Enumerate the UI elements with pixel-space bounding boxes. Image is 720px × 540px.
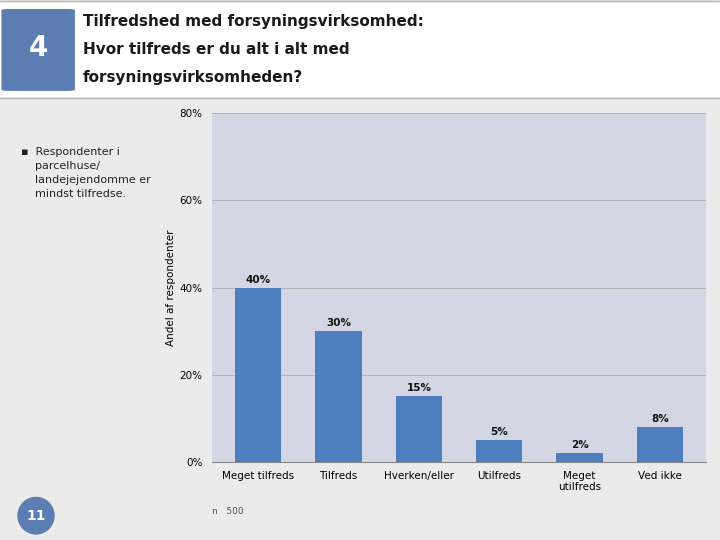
Text: n   500: n 500 xyxy=(212,507,244,516)
Text: Hvor tilfreds er du alt i alt med: Hvor tilfreds er du alt i alt med xyxy=(83,43,349,57)
Bar xyxy=(636,427,683,462)
Bar xyxy=(557,453,603,462)
Text: 5%: 5% xyxy=(490,427,508,437)
FancyBboxPatch shape xyxy=(0,2,720,98)
Text: Tilfredshed med forsyningsvirksomhed:: Tilfredshed med forsyningsvirksomhed: xyxy=(83,15,423,30)
Text: 8%: 8% xyxy=(651,414,669,424)
Text: forsyningsvirksomheden?: forsyningsvirksomheden? xyxy=(83,70,303,85)
Bar xyxy=(235,287,282,462)
Y-axis label: Andel af respondenter: Andel af respondenter xyxy=(166,230,176,346)
Bar xyxy=(315,331,361,462)
Text: 30%: 30% xyxy=(326,318,351,328)
Bar xyxy=(476,440,523,462)
FancyBboxPatch shape xyxy=(1,9,75,91)
Text: ▪  Respondenter i
    parcelhuse/
    landejejendomme er
    mindst tilfredse.: ▪ Respondenter i parcelhuse/ landejejend… xyxy=(21,147,150,199)
Text: 15%: 15% xyxy=(406,383,431,393)
Bar xyxy=(395,396,442,462)
Text: 4: 4 xyxy=(29,34,48,62)
Circle shape xyxy=(18,497,54,534)
Text: 40%: 40% xyxy=(246,274,271,285)
Text: 2%: 2% xyxy=(571,440,588,450)
Text: 11: 11 xyxy=(26,509,46,523)
